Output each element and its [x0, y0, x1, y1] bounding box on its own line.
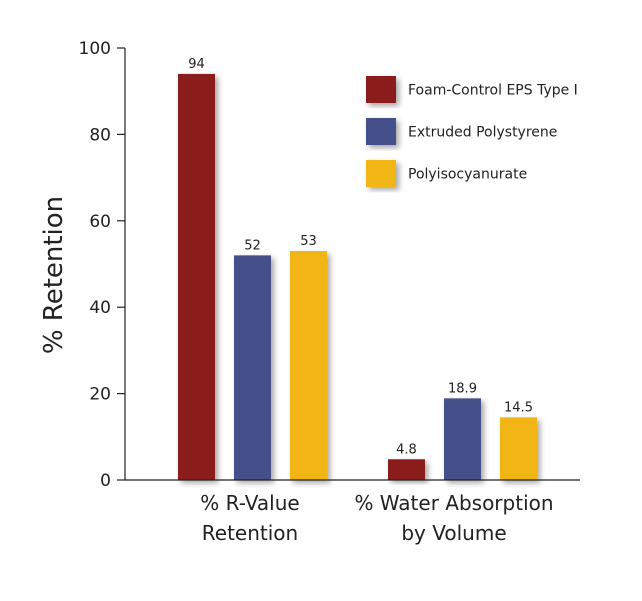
y-tick-label: 40	[89, 298, 111, 318]
legend-swatch	[366, 118, 396, 145]
bar-value-label: 53	[300, 234, 317, 249]
x-category-label: Retention	[202, 521, 298, 545]
legend-swatch	[366, 76, 396, 103]
legend-swatch	[366, 160, 396, 187]
x-category-label: by Volume	[401, 521, 506, 545]
legend: Foam-Control EPS Type I Extruded Polystyr…	[366, 76, 578, 187]
bar	[500, 417, 537, 480]
y-tick-label: 100	[79, 39, 111, 59]
bar-value-label: 52	[244, 238, 261, 253]
y-tick-label: 20	[89, 385, 111, 405]
y-axis-ticks: 0 20 40 60 80 100	[79, 39, 125, 491]
legend-label: Extruded Polystyrene	[408, 125, 557, 141]
bar-value-label: 14.5	[504, 400, 533, 415]
bar-value-label: 18.9	[448, 381, 477, 396]
y-axis-title: % Retention	[39, 196, 69, 354]
y-tick-label: 0	[100, 471, 111, 491]
bar	[388, 459, 425, 480]
bar	[290, 251, 327, 480]
bar-value-label: 94	[188, 57, 205, 72]
bar-series	[178, 73, 537, 481]
x-category-label: % Water Absorption	[354, 491, 553, 515]
bar	[178, 73, 215, 481]
y-tick-label: 60	[89, 212, 111, 232]
legend-label: Foam-Control EPS Type I	[408, 83, 578, 99]
x-category-label: % R-Value	[200, 491, 299, 515]
bar-value-label: 4.8	[396, 442, 417, 457]
y-tick-label: 80	[89, 125, 111, 145]
legend-label: Polyisocyanurate	[408, 167, 527, 183]
bar-value-labels: 94 4.8 52 18.9 53 14.5	[188, 57, 533, 457]
bar	[234, 255, 271, 480]
x-axis-category-labels: % R-Value Retention % Water Absorption by V…	[200, 491, 553, 545]
bar	[444, 398, 481, 480]
